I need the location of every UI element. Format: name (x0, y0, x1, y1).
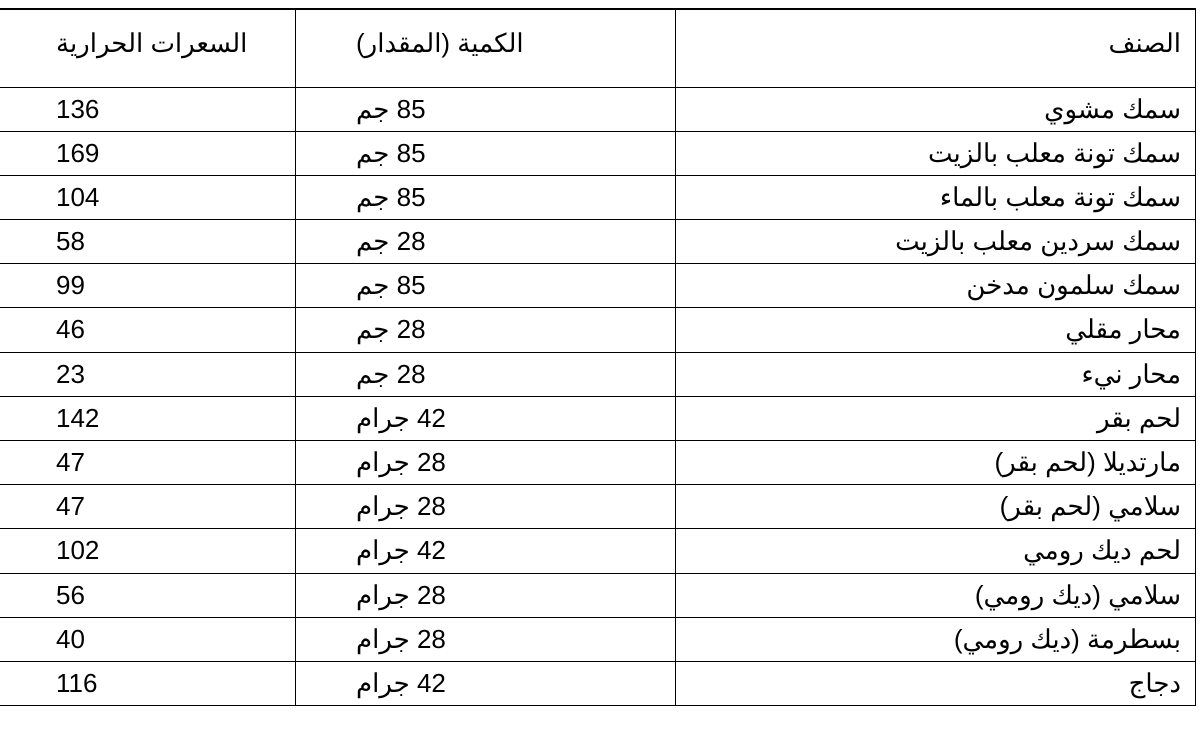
cell-quantity: 85 جم (296, 87, 676, 131)
cell-calories: 56 (0, 573, 296, 617)
cell-quantity: 42 جرام (296, 529, 676, 573)
cell-item: سمك سلمون مدخن (676, 264, 1196, 308)
cell-calories: 104 (0, 175, 296, 219)
col-header-quantity: الكمية (المقدار) (296, 9, 676, 87)
cell-quantity: 42 جرام (296, 396, 676, 440)
table-row: سمك تونة معلب بالماء 85 جم 104 (0, 175, 1196, 219)
table-row: سمك تونة معلب بالزيت 85 جم 169 (0, 131, 1196, 175)
table-row: لحم ديك رومي 42 جرام 102 (0, 529, 1196, 573)
table-row: سلامي (لحم بقر) 28 جرام 47 (0, 485, 1196, 529)
cell-calories: 46 (0, 308, 296, 352)
table-row: لحم بقر 42 جرام 142 (0, 396, 1196, 440)
calories-table: الصنف الكمية (المقدار) السعرات الحرارية … (0, 8, 1196, 706)
cell-calories: 169 (0, 131, 296, 175)
cell-item: لحم بقر (676, 396, 1196, 440)
cell-calories: 136 (0, 87, 296, 131)
cell-item: سلامي (ديك رومي) (676, 573, 1196, 617)
cell-calories: 116 (0, 661, 296, 705)
cell-item: مارتديلا (لحم بقر) (676, 441, 1196, 485)
table-row: محار مقلي 28 جم 46 (0, 308, 1196, 352)
cell-calories: 47 (0, 485, 296, 529)
cell-quantity: 28 جم (296, 352, 676, 396)
cell-item: محار نيء (676, 352, 1196, 396)
col-header-calories: السعرات الحرارية (0, 9, 296, 87)
cell-quantity: 28 جم (296, 220, 676, 264)
cell-calories: 102 (0, 529, 296, 573)
table-row: بسطرمة (ديك رومي) 28 جرام 40 (0, 617, 1196, 661)
cell-item: سمك مشوي (676, 87, 1196, 131)
cell-quantity: 85 جم (296, 131, 676, 175)
table-body: سمك مشوي 85 جم 136 سمك تونة معلب بالزيت … (0, 87, 1196, 706)
table-row: سلامي (ديك رومي) 28 جرام 56 (0, 573, 1196, 617)
cell-quantity: 85 جم (296, 175, 676, 219)
cell-quantity: 28 جم (296, 308, 676, 352)
cell-item: سمك سردين معلب بالزيت (676, 220, 1196, 264)
table-row: سمك مشوي 85 جم 136 (0, 87, 1196, 131)
cell-item: بسطرمة (ديك رومي) (676, 617, 1196, 661)
cell-calories: 47 (0, 441, 296, 485)
cell-quantity: 42 جرام (296, 661, 676, 705)
cell-item: سمك تونة معلب بالماء (676, 175, 1196, 219)
table-row: سمك سردين معلب بالزيت 28 جم 58 (0, 220, 1196, 264)
cell-item: محار مقلي (676, 308, 1196, 352)
cell-calories: 142 (0, 396, 296, 440)
cell-calories: 40 (0, 617, 296, 661)
cell-item: لحم ديك رومي (676, 529, 1196, 573)
cell-item: دجاج (676, 661, 1196, 705)
cell-item: سمك تونة معلب بالزيت (676, 131, 1196, 175)
table-row: مارتديلا (لحم بقر) 28 جرام 47 (0, 441, 1196, 485)
cell-calories: 99 (0, 264, 296, 308)
cell-quantity: 28 جرام (296, 573, 676, 617)
cell-quantity: 85 جم (296, 264, 676, 308)
table-row: سمك سلمون مدخن 85 جم 99 (0, 264, 1196, 308)
cell-calories: 23 (0, 352, 296, 396)
cell-quantity: 28 جرام (296, 485, 676, 529)
table-header-row: الصنف الكمية (المقدار) السعرات الحرارية (0, 9, 1196, 87)
cell-quantity: 28 جرام (296, 617, 676, 661)
table-row: محار نيء 28 جم 23 (0, 352, 1196, 396)
table-row: دجاج 42 جرام 116 (0, 661, 1196, 705)
cell-quantity: 28 جرام (296, 441, 676, 485)
cell-item: سلامي (لحم بقر) (676, 485, 1196, 529)
col-header-item: الصنف (676, 9, 1196, 87)
cell-calories: 58 (0, 220, 296, 264)
